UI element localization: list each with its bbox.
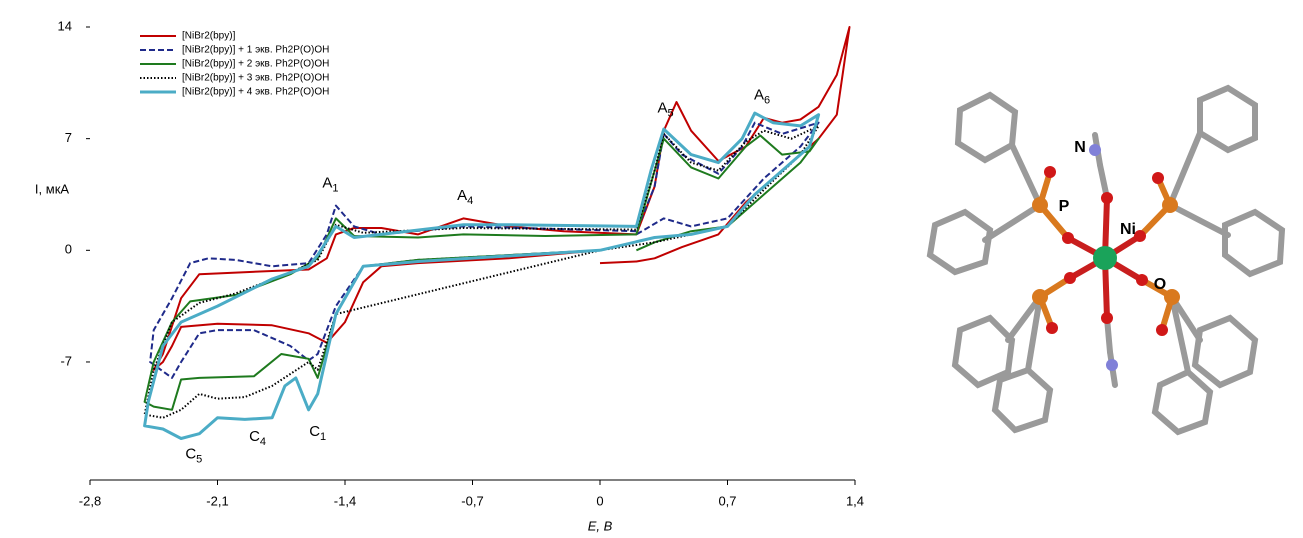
peak-label: C1 xyxy=(309,423,326,443)
x-tick-label: 0 xyxy=(596,493,603,508)
peak-label: C5 xyxy=(185,445,202,465)
figure: E, В I, мкА xyxy=(0,0,1303,538)
x-tick-label: -1,4 xyxy=(334,493,356,508)
atom-label: P xyxy=(1059,198,1070,215)
y-tick-label: 7 xyxy=(65,130,72,145)
atom-label: Ni xyxy=(1120,221,1136,238)
molecule-structure: N P Ni O xyxy=(930,88,1282,432)
x-tick-label: -2,8 xyxy=(79,493,101,508)
y-tick-label: -7 xyxy=(60,353,72,368)
peak-index: 6 xyxy=(764,94,770,106)
x-tick-label: 1,4 xyxy=(846,493,864,508)
y-tick-label: 14 xyxy=(58,18,72,33)
peak-index: 1 xyxy=(320,431,326,443)
peak-label: A6 xyxy=(754,87,770,107)
peak-letter: A xyxy=(322,174,332,191)
legend-label: [NiBr2(bpy)] + 4 экв. Ph2P(O)OH xyxy=(182,87,329,98)
legend-label: [NiBr2(bpy)] xyxy=(182,31,236,42)
y-axis-label: I, мкА xyxy=(35,181,69,196)
nickel-atom xyxy=(1093,246,1117,270)
legend-label: [NiBr2(bpy)] + 3 экв. Ph2P(O)OH xyxy=(182,73,329,84)
atom-label: N xyxy=(1074,139,1086,156)
peak-index: 5 xyxy=(668,107,674,119)
x-tick-label: -0,7 xyxy=(461,493,483,508)
peak-letter: A xyxy=(658,99,668,116)
legend-label: [NiBr2(bpy)] + 2 экв. Ph2P(O)OH xyxy=(182,59,329,70)
peak-letter: A xyxy=(754,87,764,104)
cv-curve xyxy=(145,113,819,438)
peak-label: A5 xyxy=(658,99,674,119)
peak-index: 5 xyxy=(196,453,202,465)
legend-label: [NiBr2(bpy)] + 1 экв. Ph2P(O)OH xyxy=(182,45,329,56)
peak-label: A1 xyxy=(322,174,338,194)
atom-label: O xyxy=(1154,276,1166,293)
peak-index: 4 xyxy=(260,436,266,448)
peak-label: A4 xyxy=(457,187,473,207)
peak-letter: C xyxy=(185,445,196,462)
peak-letter: A xyxy=(457,187,467,204)
x-tick-label: 0,7 xyxy=(718,493,736,508)
peak-letter: C xyxy=(249,428,260,445)
peak-label: C4 xyxy=(249,428,266,448)
peak-index: 1 xyxy=(332,182,338,194)
peak-index: 4 xyxy=(467,195,473,207)
peak-letter: C xyxy=(309,423,320,440)
x-axis-label: E, В xyxy=(588,518,613,533)
x-tick-label: -2,1 xyxy=(206,493,228,508)
y-tick-label: 0 xyxy=(65,242,72,257)
